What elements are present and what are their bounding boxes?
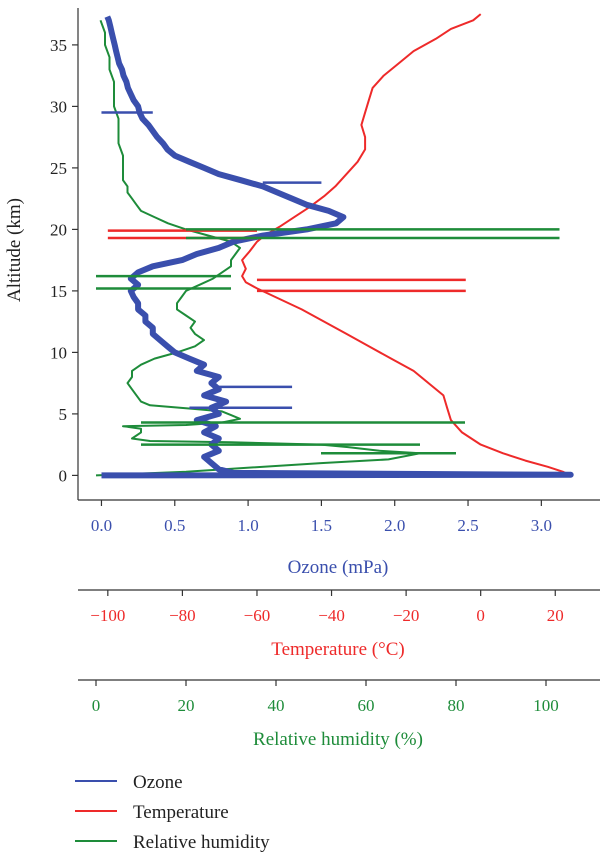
x-tick-label-ozone-6: 3.0 bbox=[531, 516, 552, 535]
series-line-humidity bbox=[95, 19, 421, 477]
x-axis-label-humidity: Relative humidity (%) bbox=[253, 729, 423, 750]
y-tick-label-6: 30 bbox=[50, 97, 67, 116]
legend-label-humidity: Relative humidity bbox=[133, 832, 270, 853]
x-tick-label-humidity-1: 20 bbox=[178, 696, 195, 715]
legend: Ozone Temperature Relative humidity bbox=[75, 772, 270, 853]
x-axis-label-ozone: Ozone (mPa) bbox=[288, 557, 389, 578]
legend-label-temperature: Temperature bbox=[133, 802, 229, 823]
y-tick-label-0: 0 bbox=[59, 466, 68, 485]
legend-label-ozone: Ozone bbox=[133, 772, 183, 793]
x-tick-label-humidity-0: 0 bbox=[92, 696, 101, 715]
x-tick-label-temperature-4: −20 bbox=[393, 606, 420, 625]
y-tick-label-1: 5 bbox=[59, 405, 68, 424]
x-tick-label-temperature-0: −100 bbox=[90, 606, 125, 625]
series-layer bbox=[95, 13, 574, 479]
x-tick-label-humidity-2: 40 bbox=[268, 696, 285, 715]
x-tick-label-temperature-5: 0 bbox=[476, 606, 485, 625]
x-tick-label-ozone-2: 1.0 bbox=[237, 516, 258, 535]
x-tick-label-humidity-4: 80 bbox=[448, 696, 465, 715]
x-axis-humidity: 0 20 40 60 80 100 bbox=[78, 679, 600, 715]
y-tick-label-3: 15 bbox=[50, 282, 67, 301]
y-tick-label-4: 20 bbox=[50, 220, 67, 239]
y-tick-label-7: 35 bbox=[50, 36, 67, 55]
x-tick-label-temperature-3: −40 bbox=[318, 606, 345, 625]
x-tick-label-temperature-2: −60 bbox=[244, 606, 271, 625]
y-tick-label-2: 10 bbox=[50, 343, 67, 362]
x-tick-label-ozone-4: 2.0 bbox=[384, 516, 405, 535]
x-axis-label-temperature: Temperature (°C) bbox=[271, 639, 404, 660]
x-tick-label-ozone-0: 0.0 bbox=[91, 516, 112, 535]
y-axis: 0 5 10 15 20 25 30 35 bbox=[50, 36, 78, 485]
x-tick-label-ozone-1: 0.5 bbox=[164, 516, 185, 535]
x-tick-label-ozone-3: 1.5 bbox=[311, 516, 332, 535]
x-tick-label-temperature-6: 20 bbox=[547, 606, 564, 625]
x-axis-ozone: 0.0 0.5 1.0 1.5 2.0 2.5 3.0 bbox=[78, 499, 600, 535]
y-axis-label: Altitude (km) bbox=[4, 198, 25, 302]
x-tick-label-humidity-3: 60 bbox=[358, 696, 375, 715]
x-tick-label-temperature-1: −80 bbox=[169, 606, 196, 625]
x-axis-temperature: −100 −80 −60 −40 −20 0 20 bbox=[78, 589, 600, 625]
y-tick-label-5: 25 bbox=[50, 159, 67, 178]
series-line-temperature bbox=[241, 13, 571, 477]
x-tick-label-ozone-5: 2.5 bbox=[457, 516, 478, 535]
x-tick-label-humidity-5: 100 bbox=[533, 696, 559, 715]
